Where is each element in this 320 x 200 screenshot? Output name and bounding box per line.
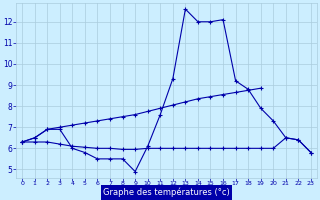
X-axis label: Graphe des températures (°c): Graphe des températures (°c) — [103, 188, 230, 197]
